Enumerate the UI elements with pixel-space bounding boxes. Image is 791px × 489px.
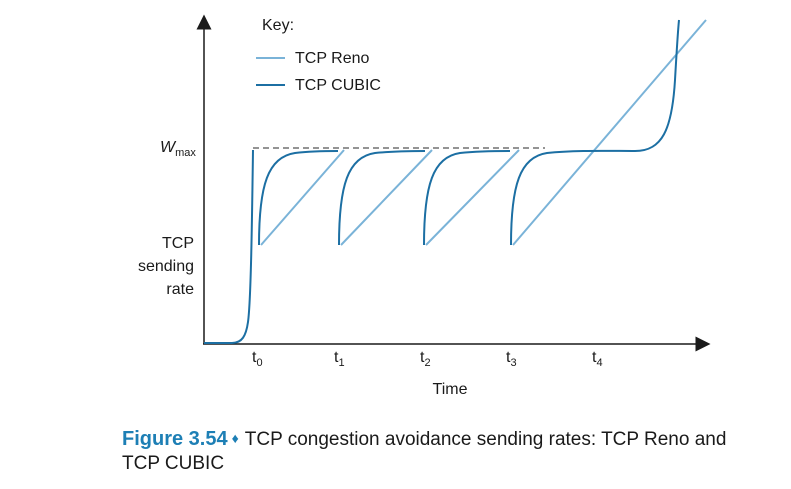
reno-segment-1: [260, 149, 345, 246]
cubic-curve-2: [338, 150, 426, 246]
wmax-label: Wmax: [160, 139, 196, 159]
x-tick-t1: t1: [334, 349, 345, 369]
key-title: Key:: [262, 17, 294, 34]
reno-segment-3: [425, 149, 520, 246]
y-axis-label-line-2: sending: [138, 258, 194, 275]
reno-segment-4: [512, 19, 707, 246]
reno-segment-2: [340, 149, 433, 246]
diagram-canvas: Key: TCP Reno TCP CUBIC Wmax TCP sending…: [138, 14, 711, 398]
legend-cubic-label: TCP CUBIC: [295, 77, 381, 94]
legend-reno-label: TCP Reno: [295, 50, 370, 67]
x-tick-t0: t0: [252, 349, 263, 369]
x-tick-t3: t3: [506, 349, 517, 369]
figure-number: Figure 3.54: [122, 428, 228, 450]
cubic-curve-4: [510, 19, 680, 246]
caption-text-line-2: TCP CUBIC: [122, 453, 225, 474]
cubic-curve-1: [258, 150, 339, 246]
figure-caption: Figure 3.54 ♦ TCP congestion avoidance sen…: [122, 426, 782, 476]
cubic-curve-3: [423, 150, 511, 246]
x-tick-t4: t4: [592, 349, 603, 369]
caption-separator-icon: ♦: [231, 430, 239, 446]
y-axis-label-line-1: TCP: [162, 235, 194, 252]
caption-text-line-1: TCP congestion avoidance sending rates: …: [244, 429, 727, 450]
y-axis-label-line-3: rate: [166, 281, 194, 298]
x-axis-label: Time: [433, 381, 468, 398]
x-tick-t2: t2: [420, 349, 431, 369]
startup-ramp-curve: [204, 149, 254, 344]
